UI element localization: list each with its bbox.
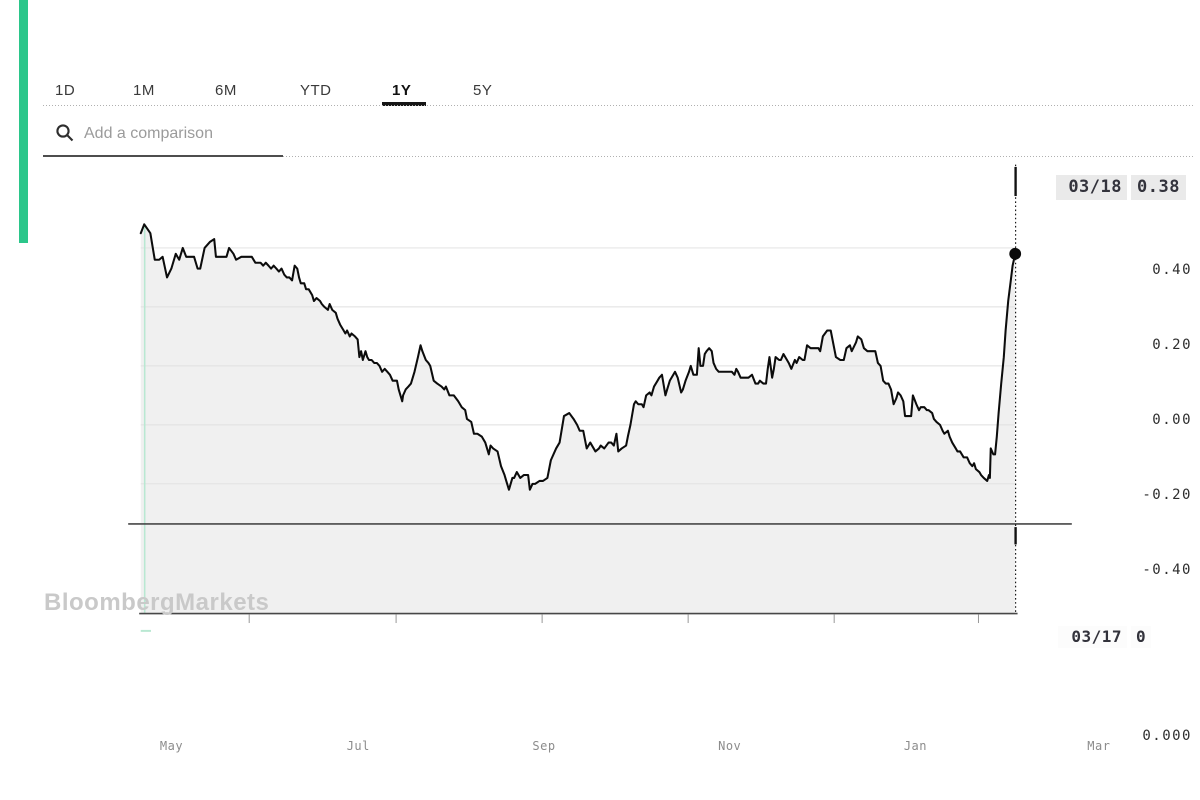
last-point-marker bbox=[1009, 247, 1022, 260]
x-axis-tick-label: Sep bbox=[532, 739, 556, 753]
bottom-panel-fill bbox=[140, 524, 1016, 614]
watermark: BloombergMarkets bbox=[44, 589, 270, 616]
x-axis-tick-label: Jul bbox=[346, 739, 370, 753]
tabs-divider-dotted-line bbox=[43, 105, 1193, 107]
tab-5y[interactable]: 5Y bbox=[473, 82, 493, 99]
bottom-panel-tick-label: 0.000 bbox=[1142, 728, 1192, 744]
active-tab-underline bbox=[382, 102, 426, 106]
search-icon bbox=[56, 124, 74, 142]
crosshair-bar-top bbox=[1014, 166, 1017, 197]
y-axis-tick-label: 0.00 bbox=[1152, 412, 1192, 428]
current-session-indicator-bar bbox=[19, 0, 28, 243]
x-axis-tick-label: Jan bbox=[903, 739, 927, 753]
crosshair-value-label: 0.38 bbox=[1131, 175, 1186, 200]
area-fill bbox=[140, 224, 1016, 524]
y-axis-tick-label: -0.20 bbox=[1142, 487, 1192, 503]
tab-1d[interactable]: 1D bbox=[55, 82, 76, 99]
crosshair-date-label: 03/18 bbox=[1056, 175, 1127, 200]
crosshair-bar-bottom bbox=[1014, 527, 1017, 545]
search-divider-dotted-line bbox=[283, 156, 1193, 158]
x-axis-tick-label: Mar bbox=[1087, 739, 1111, 753]
search-underline bbox=[43, 155, 283, 157]
y-axis-tick-label: -0.40 bbox=[1142, 562, 1192, 578]
x-axis-tick-label: Nov bbox=[718, 739, 742, 753]
price-line bbox=[139, 223, 1017, 491]
x-axis-tick-label: May bbox=[159, 739, 184, 753]
y-axis-tick-label: 0.20 bbox=[1152, 337, 1192, 353]
crosshair-bottom-value-label: 0 bbox=[1131, 626, 1152, 648]
tab-ytd[interactable]: YTD bbox=[300, 82, 332, 99]
tab-1m[interactable]: 1M bbox=[133, 82, 155, 99]
tab-6m[interactable]: 6M bbox=[215, 82, 237, 99]
tab-1y[interactable]: 1Y bbox=[392, 82, 412, 99]
add-comparison-input[interactable] bbox=[82, 120, 506, 148]
y-axis-tick-label: 0.40 bbox=[1152, 262, 1192, 278]
price-chart[interactable] bbox=[0, 163, 1200, 763]
crosshair-bottom-date-label: 03/17 bbox=[1058, 626, 1127, 648]
